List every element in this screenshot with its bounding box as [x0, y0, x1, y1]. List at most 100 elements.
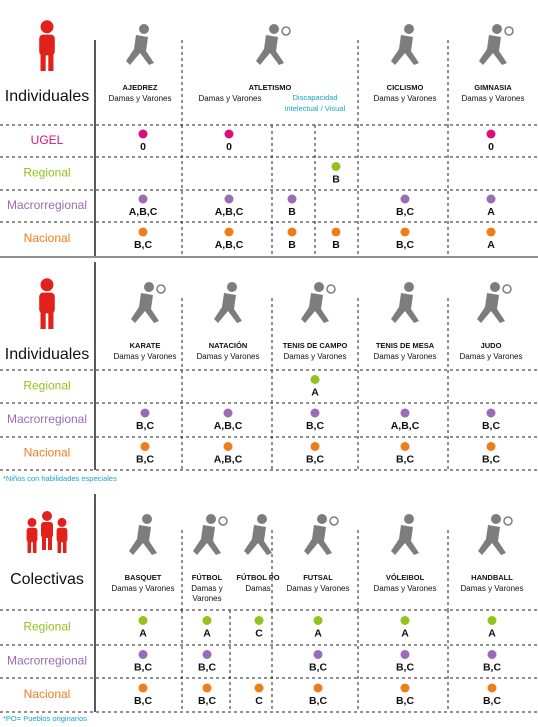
sport-icon: [156, 284, 166, 294]
sport-icon: [490, 282, 500, 292]
level-dot: [254, 616, 264, 625]
sport-icon: [227, 282, 237, 292]
level-dot: [287, 194, 297, 204]
level-dot: [400, 227, 410, 237]
category-code: A: [314, 627, 322, 639]
sport-name: AJEDREZ: [122, 83, 157, 92]
sport-name: FÚTBOL PO: [236, 573, 279, 582]
level-dot: [486, 442, 496, 451]
category-code: B: [288, 206, 296, 218]
level-dot: [486, 227, 496, 237]
group-label: Colectivas: [10, 571, 84, 588]
sport-icon: [503, 516, 513, 526]
level-label: Nacional: [24, 687, 71, 701]
category-code: B,C: [309, 695, 328, 707]
icon: [40, 278, 54, 292]
sport-icon: [129, 525, 157, 555]
icon: [27, 517, 37, 527]
category-code: A: [401, 627, 409, 639]
footnote: *PO= Pueblos originarios: [3, 714, 87, 723]
icon: [48, 537, 52, 550]
icon: [62, 541, 67, 553]
sport-name: TENIS DE CAMPO: [283, 341, 348, 350]
level-dot: [331, 162, 341, 171]
icon: [48, 54, 54, 71]
category-code: B,C: [198, 661, 217, 673]
level-dot: [400, 194, 410, 204]
level-dot: [202, 650, 212, 659]
sport-icon: [314, 282, 324, 292]
category-code: B,C: [136, 453, 155, 465]
sport-gender: Damas y Varones: [109, 94, 172, 103]
level-dot: [138, 129, 148, 139]
sport-name: KARATE: [130, 341, 161, 350]
sport-name: VÓLEIBOL: [386, 573, 425, 582]
level-dot: [202, 683, 212, 693]
level-label: UGEL: [31, 133, 64, 147]
icon: [41, 522, 53, 538]
sport-icon: [492, 24, 502, 34]
category-code: A,B,C: [215, 206, 244, 218]
category-code: B,C: [309, 661, 328, 673]
level-dot: [138, 683, 148, 693]
category-code: A,B,C: [214, 420, 243, 432]
level-dot: [313, 616, 323, 625]
sport-gender: Damas y Varones: [374, 352, 437, 361]
category-code: C: [255, 627, 263, 639]
level-label: Nacional: [24, 446, 71, 460]
category-code: A: [311, 386, 319, 398]
sport-gender: Damas y Varones: [287, 584, 350, 593]
icon: [40, 312, 46, 329]
sport-icon: [391, 525, 419, 555]
level-label: Macrorregional: [7, 412, 87, 426]
sport-icon: [214, 293, 242, 323]
category-code: B,C: [396, 695, 415, 707]
sport-icon: [301, 293, 329, 323]
sport-gender: Varones: [192, 594, 221, 603]
sport-name: NATACIÓN: [209, 341, 247, 350]
sport-icon: [142, 514, 152, 524]
level-dot: [224, 194, 234, 204]
icon: [27, 541, 32, 553]
level-dot: [223, 408, 233, 418]
sport-name: FUTSAL: [303, 573, 333, 582]
level-dot: [223, 442, 233, 451]
category-code: B: [332, 239, 340, 251]
category-code: B,C: [396, 206, 415, 218]
sport-gender: Damas y Varones: [460, 352, 523, 361]
sport-icon: [281, 26, 291, 36]
level-dot: [202, 616, 212, 625]
category-code: B,C: [396, 239, 415, 251]
sport-name: FÚTBOL: [192, 573, 223, 582]
level-dot: [138, 616, 148, 625]
category-code: B,C: [396, 453, 415, 465]
icon: [40, 54, 46, 71]
level-dot: [487, 683, 497, 693]
sport-icon: [256, 35, 284, 65]
sport-icon: [477, 293, 505, 323]
level-label: Nacional: [24, 231, 71, 245]
level-dot: [224, 227, 234, 237]
category-code: A: [487, 239, 495, 251]
icon: [56, 527, 68, 543]
level-dot: [224, 129, 234, 139]
sport-icon: [126, 35, 154, 65]
category-code: B,C: [482, 453, 501, 465]
sport-icon: [206, 514, 216, 524]
level-label: Macrorregional: [7, 198, 87, 212]
level-dot: [487, 650, 497, 659]
icon: [39, 34, 55, 56]
sport-icon: [504, 26, 514, 36]
category-code: B,C: [134, 661, 153, 673]
sport-icon: [193, 525, 221, 555]
category-code: B: [332, 173, 340, 185]
sport-icon: [244, 525, 272, 555]
sport-gender: Damas y Varones: [112, 584, 175, 593]
category-code: B,C: [396, 661, 415, 673]
icon: [32, 541, 37, 553]
sport-icon: [131, 293, 159, 323]
sport-icon: [502, 284, 512, 294]
category-code: A,B,C: [215, 239, 244, 251]
icon: [57, 517, 67, 527]
